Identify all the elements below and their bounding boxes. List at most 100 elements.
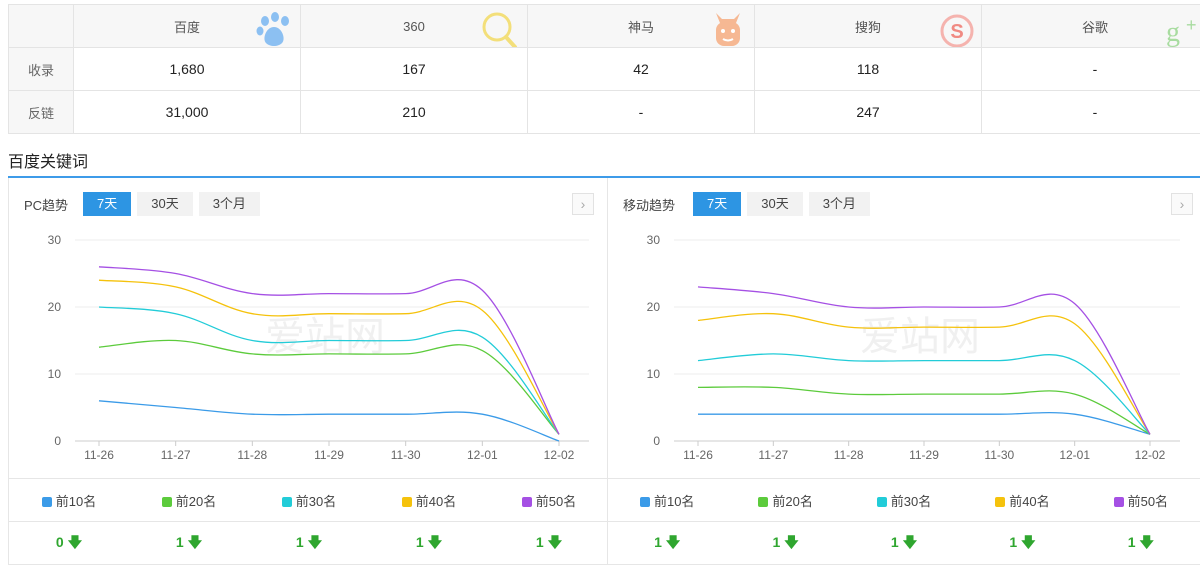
table-cell: 42 [527,47,755,91]
table-cell: - [981,47,1200,91]
series-line [697,312,1151,435]
engine-header-360: 360 [300,4,528,48]
count-item: 1 🡇 [129,532,249,556]
count-item: 1 🡇 [608,532,726,556]
legend-item[interactable]: 前40名 [369,491,489,510]
legend-item[interactable]: 前10名 [9,491,129,510]
tab-30-days[interactable]: 30天 [747,192,803,216]
legend-item[interactable]: 前10名 [608,491,726,510]
section-title: 百度关键词 [8,154,89,171]
series-line [697,353,1151,435]
x-tick-label: 12-01 [467,448,498,462]
svg-text:+: + [1186,15,1197,35]
chevron-right-icon[interactable]: › [1171,193,1193,215]
legend-item[interactable]: 前50名 [1082,491,1200,510]
section-divider [8,176,1200,178]
series-line [98,266,560,435]
series-line [98,339,560,435]
y-tick-label: 10 [48,367,62,381]
x-tick-label: 11-26 [683,448,713,462]
table-cell: 31,000 [73,90,301,134]
legend-swatch [639,496,650,507]
sogou-s-icon: S [940,14,974,47]
arrow-down-icon: 🡇 [902,533,918,550]
y-tick-label: 0 [54,434,61,448]
baidu-paw-icon [256,12,289,46]
x-tick-label: 11-27 [758,448,788,462]
table-header-row: 百度 360 神马 搜狗 [8,4,1200,48]
legend-swatch [401,496,412,507]
legend-item[interactable]: 前30名 [249,491,369,510]
legend-swatch [41,496,52,507]
arrow-down-icon: 🡇 [427,533,443,550]
count-item: 1 🡇 [726,532,844,556]
tab-3-months[interactable]: 3个月 [808,192,870,216]
count-item: 1 🡇 [489,532,609,556]
series-line [698,411,1151,435]
google-plus-icon: g + [1166,15,1197,48]
engine-summary-table: 百度 360 神马 搜狗 [8,4,1200,134]
legend-item[interactable]: 前40名 [963,491,1081,510]
y-tick-label: 20 [647,300,661,314]
mobile-legend: 前10名 前20名 前30名 前40名 前50名 [608,478,1200,522]
series-line [98,279,560,435]
x-tick-label: 12-01 [1059,448,1090,462]
tab-3-months[interactable]: 3个月 [198,192,260,216]
table-cell: 247 [754,90,982,134]
x-tick-label: 12-02 [544,448,575,462]
legend-swatch [521,496,532,507]
chevron-right-icon[interactable]: › [572,193,594,215]
tab-7-days[interactable]: 7天 [693,192,742,216]
pc-legend: 前10名 前20名 前30名 前40名 前50名 [9,478,609,522]
x-tick-label: 11-26 [84,448,114,462]
x-tick-label: 11-29 [314,448,344,462]
360-search-icon [482,12,517,47]
engine-header-baidu: 百度 [73,4,301,48]
mobile-count-row: 1 🡇 1 🡇 1 🡇 1 🡇 1 🡇 [608,522,1200,565]
row-label: 收录 [8,47,74,91]
y-tick-label: 30 [647,233,661,247]
y-tick-label: 0 [653,434,660,448]
count-item: 1 🡇 [1082,532,1200,556]
x-tick-label: 11-28 [237,448,267,462]
legend-item[interactable]: 前50名 [489,491,609,510]
row-label: 反链 [8,90,74,134]
pc-trend-chart: 爱站网 0 10 20 30 11-26 11-27 11-28 11-29 11-30 12-01… [48,233,589,462]
engine-header-sogou: 搜狗 S [754,4,982,48]
pc-count-row: 0 🡇 1 🡇 1 🡇 1 🡇 1 🡇 [9,522,609,565]
mobile-range-tabs: 7天 30天 3个月 [693,192,870,216]
series-line [98,400,560,442]
y-tick-label: 20 [48,300,62,314]
arrow-down-icon: 🡇 [665,533,681,550]
watermark-text: 爱站网 [265,314,385,360]
x-tick-label: 11-27 [161,448,191,462]
series-line [697,386,1151,435]
x-tick-label: 11-28 [834,448,864,462]
count-item: 1 🡇 [369,532,489,556]
legend-item[interactable]: 前20名 [726,491,844,510]
arrow-down-icon: 🡇 [1021,533,1036,550]
arrow-down-icon: 🡇 [67,533,83,550]
table-cell: 210 [300,90,528,134]
svg-text:g: g [1166,17,1180,48]
x-tick-label: 11-30 [391,448,421,462]
series-line [98,306,560,435]
mobile-trend-chart: 爱站网 0 10 20 30 11-26 11-27 11-28 11-29 11-30 12-01… [647,233,1180,462]
pc-range-tabs: 7天 30天 3个月 [83,192,260,216]
arrow-down-icon: 🡇 [1139,533,1154,550]
tab-30-days[interactable]: 30天 [137,192,193,216]
table-cell: 118 [754,47,982,91]
x-tick-label: 12-02 [1135,448,1166,462]
series-line [697,286,1151,435]
tab-7-days[interactable]: 7天 [83,192,132,216]
legend-swatch [995,496,1006,507]
shenma-alpaca-icon [716,13,740,46]
legend-swatch [1113,496,1124,507]
y-tick-label: 10 [647,367,661,381]
legend-item[interactable]: 前20名 [129,491,249,510]
table-row-indexed: 收录 1,680 167 42 118 - [8,47,1200,91]
arrow-down-icon: 🡇 [784,533,799,550]
count-item: 1 🡇 [249,532,369,556]
table-cell: - [981,90,1200,134]
legend-item[interactable]: 前30名 [845,491,963,510]
